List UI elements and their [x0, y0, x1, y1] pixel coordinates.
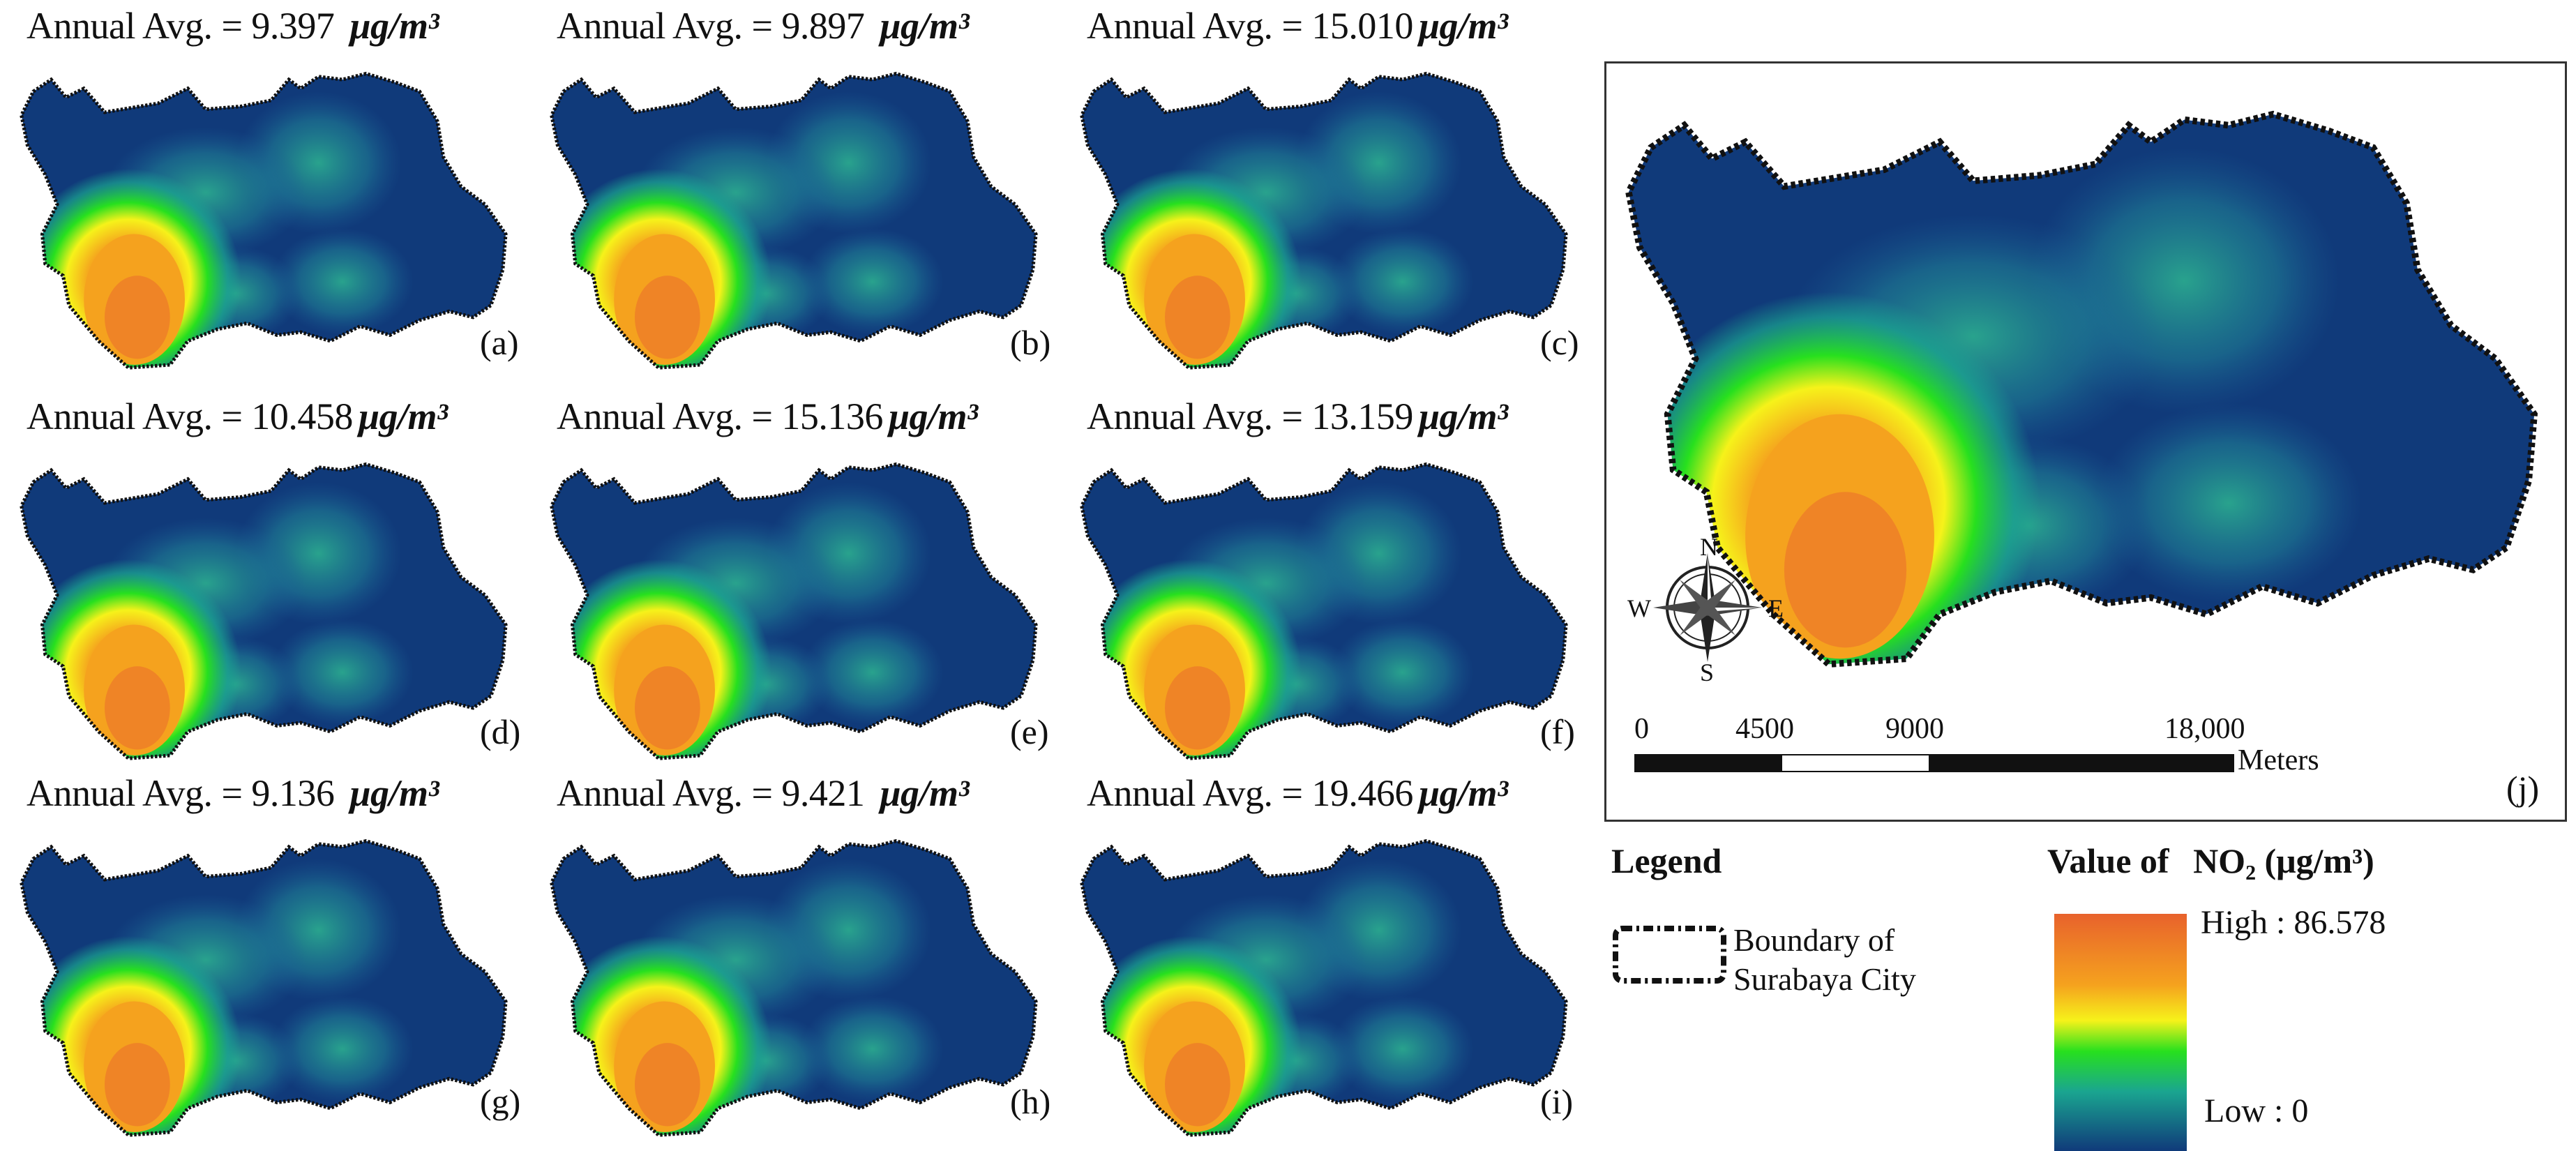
panel-label: (a): [480, 323, 519, 362]
panel-label: (b): [1010, 323, 1051, 362]
no2-map-b: [530, 56, 1060, 377]
compass-n: N: [1700, 533, 1718, 561]
annual-average-label: Annual Avg. = 9.897 μg/m³: [557, 5, 970, 47]
legend-title: Legend: [1611, 841, 1722, 880]
panel-label: (c): [1540, 323, 1579, 362]
panel-g: Annual Avg. = 9.136 μg/m³ (g): [0, 767, 795, 1130]
annual-average-label: Annual Avg. = 9.136 μg/m³: [27, 772, 439, 814]
panel-label: (f): [1540, 712, 1575, 751]
panel-d: Annual Avg. = 10.458 μg/m³ (d): [0, 391, 795, 753]
compass-w: W: [1627, 594, 1651, 622]
color-ramp: [2054, 914, 2187, 1151]
panel-i: Annual Avg. = 19.466 μg/m³ (i): [1060, 767, 1855, 1130]
annual-average-label: Annual Avg. = 9.397 μg/m³: [27, 5, 439, 47]
compass-s: S: [1700, 659, 1715, 686]
scale-bar: [1634, 754, 2234, 772]
no2-map-e: [530, 446, 1060, 767]
no2-map-g: [0, 823, 530, 1144]
panel-h: Annual Avg. = 9.421 μg/m³ (h): [530, 767, 1325, 1130]
scale-tick-4500: 4500: [1735, 713, 1794, 745]
scale-unit: Meters: [2238, 744, 2319, 776]
panel-a: Annual Avg. = 9.397 μg/m³ (a): [0, 0, 795, 363]
scale-tick-0: 0: [1634, 713, 1649, 745]
boundary-legend-label: Boundary of Surabaya City: [1733, 922, 1916, 997]
legend-high-label: High : 86.578: [2201, 904, 2386, 941]
panel-b: Annual Avg. = 9.897 μg/m³ (b): [530, 0, 1325, 363]
annual-average-label: Annual Avg. = 15.136 μg/m³: [557, 396, 978, 437]
no2-map-a: [0, 56, 530, 377]
boundary-symbol-icon: [1613, 926, 1726, 984]
panel-label: (g): [480, 1082, 521, 1121]
panel-label: (j): [2506, 769, 2540, 808]
no2-map-h: [530, 823, 1060, 1144]
compass-e: E: [1768, 594, 1784, 622]
annual-average-label: Annual Avg. = 9.421 μg/m³: [557, 772, 970, 814]
panel-label: (h): [1010, 1082, 1051, 1121]
annual-average-label: Annual Avg. = 19.466 μg/m³: [1087, 772, 1508, 814]
main-map-frame: N S E W 0 4500 9000 18,000 Meters (j): [1604, 61, 2567, 822]
no2-map-i: [1060, 823, 1590, 1144]
annual-average-label: Annual Avg. = 15.010 μg/m³: [1087, 5, 1508, 47]
panel-label: (i): [1540, 1082, 1574, 1121]
panel-label: (e): [1010, 712, 1049, 751]
no2-map-d: [0, 446, 530, 767]
panel-label: (d): [480, 712, 521, 751]
panel-f: Annual Avg. = 13.159 μg/m³ (f): [1060, 391, 1855, 753]
panel-c: Annual Avg. = 15.010 μg/m³ (c): [1060, 0, 1855, 363]
scale-tick-18000: 18,000: [2164, 713, 2245, 745]
no2-map-f: [1060, 446, 1590, 767]
compass-rose-icon: [1653, 553, 1762, 662]
legend-low-label: Low : 0: [2204, 1092, 2309, 1129]
scale-tick-9000: 9000: [1885, 713, 1944, 745]
value-legend-title: Value of NO₂ (μg/m³): [2047, 841, 2374, 880]
panel-e: Annual Avg. = 15.136 μg/m³ (e): [530, 391, 1325, 753]
annual-average-label: Annual Avg. = 10.458 μg/m³: [27, 396, 448, 437]
annual-average-label: Annual Avg. = 13.159 μg/m³: [1087, 396, 1508, 437]
no2-map-c: [1060, 56, 1590, 377]
